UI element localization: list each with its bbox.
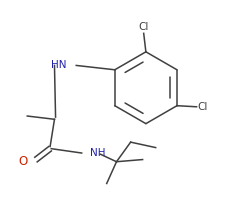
Text: Cl: Cl bbox=[138, 22, 149, 32]
Text: HN: HN bbox=[51, 60, 66, 71]
Text: Cl: Cl bbox=[198, 102, 208, 112]
Text: O: O bbox=[18, 155, 27, 168]
Text: NH: NH bbox=[90, 148, 106, 158]
